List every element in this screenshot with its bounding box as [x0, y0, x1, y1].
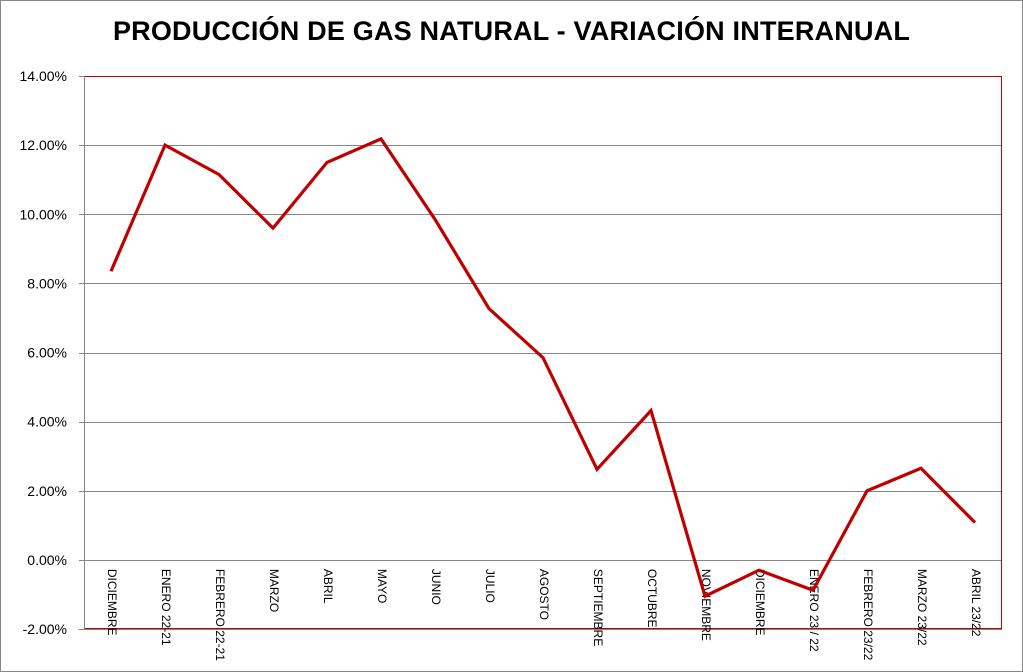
y-tick-label: 2.00%: [27, 483, 67, 499]
y-tick-label: 0.00%: [27, 552, 67, 568]
x-tick-label: FEBRERO 23/22: [861, 569, 875, 661]
y-tick-label: -2.00%: [23, 621, 67, 637]
x-tick-label: DICIEMBRE: [753, 569, 767, 636]
y-tick-label: 6.00%: [27, 345, 67, 361]
y-tick-label: 12.00%: [20, 137, 67, 153]
y-tick-label: 4.00%: [27, 414, 67, 430]
x-tick-label: JUNIO: [429, 569, 443, 605]
x-tick-label: MARZO: [267, 569, 281, 612]
x-tick-label: MAYO: [375, 569, 389, 603]
plot-area-border: [84, 76, 1002, 629]
y-tick-label: 8.00%: [27, 275, 67, 291]
y-tick-label: 10.00%: [20, 206, 67, 222]
x-tick-label: ABRIL 23/22: [969, 569, 983, 637]
x-tick-label: ENERO 22-21: [159, 569, 173, 646]
gridlines: [84, 76, 1002, 630]
x-tick-label: MARZO 23/22: [915, 569, 929, 646]
series-line: [109, 136, 977, 599]
x-axis: DICIEMBRE ENERO 22-21 FEBRERO 22-21 MARZO AB…: [105, 569, 983, 661]
chart-title: PRODUCCIÓN DE GAS NATURAL - VARIACIÓN IN…: [112, 16, 911, 46]
x-tick-label: JULIO: [483, 569, 497, 603]
x-tick-label: FEBRERO 22-21: [213, 569, 227, 661]
x-tick-label: AGOSTO: [537, 569, 551, 620]
x-tick-label: OCTUBRE: [645, 569, 659, 628]
x-tick-label: ABRIL: [321, 569, 335, 604]
x-tick-label: DICIEMBRE: [105, 569, 119, 636]
y-axis: 14.00% 12.00% 10.00% 8.00% 6.00% 4.00% 2.00% 0.…: [20, 68, 85, 637]
x-tick-label: SEPTIEMBRE: [591, 569, 605, 646]
y-tick-label: 14.00%: [20, 68, 67, 84]
